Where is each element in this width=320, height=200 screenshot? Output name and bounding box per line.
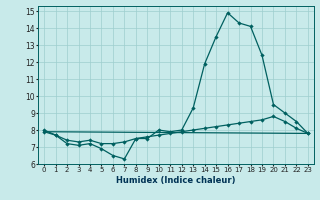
X-axis label: Humidex (Indice chaleur): Humidex (Indice chaleur) <box>116 176 236 185</box>
